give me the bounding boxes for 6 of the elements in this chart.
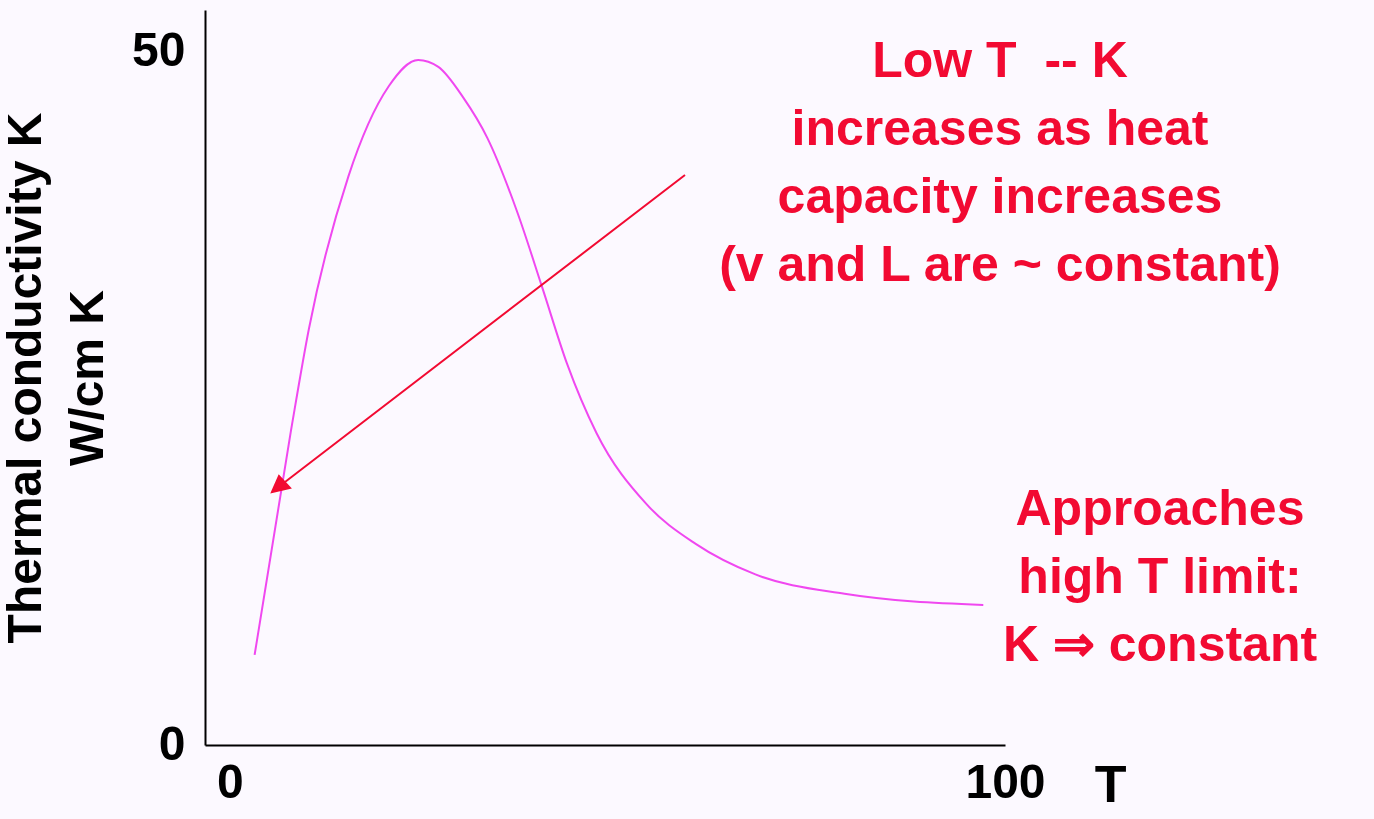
annotation: Approaches high T limit: K ⇒ constant: [1001, 479, 1319, 674]
y-tick-label: 50: [132, 23, 186, 77]
x-axis-title: T: [1094, 754, 1127, 813]
x-tick-label: 100: [965, 754, 1046, 808]
y-axis-title: Thermal conductivity K W/cm K: [0, 112, 113, 644]
annotation: Low T -- K increases as heat capacity increases (v and L are ~ constant): [718, 31, 1282, 294]
